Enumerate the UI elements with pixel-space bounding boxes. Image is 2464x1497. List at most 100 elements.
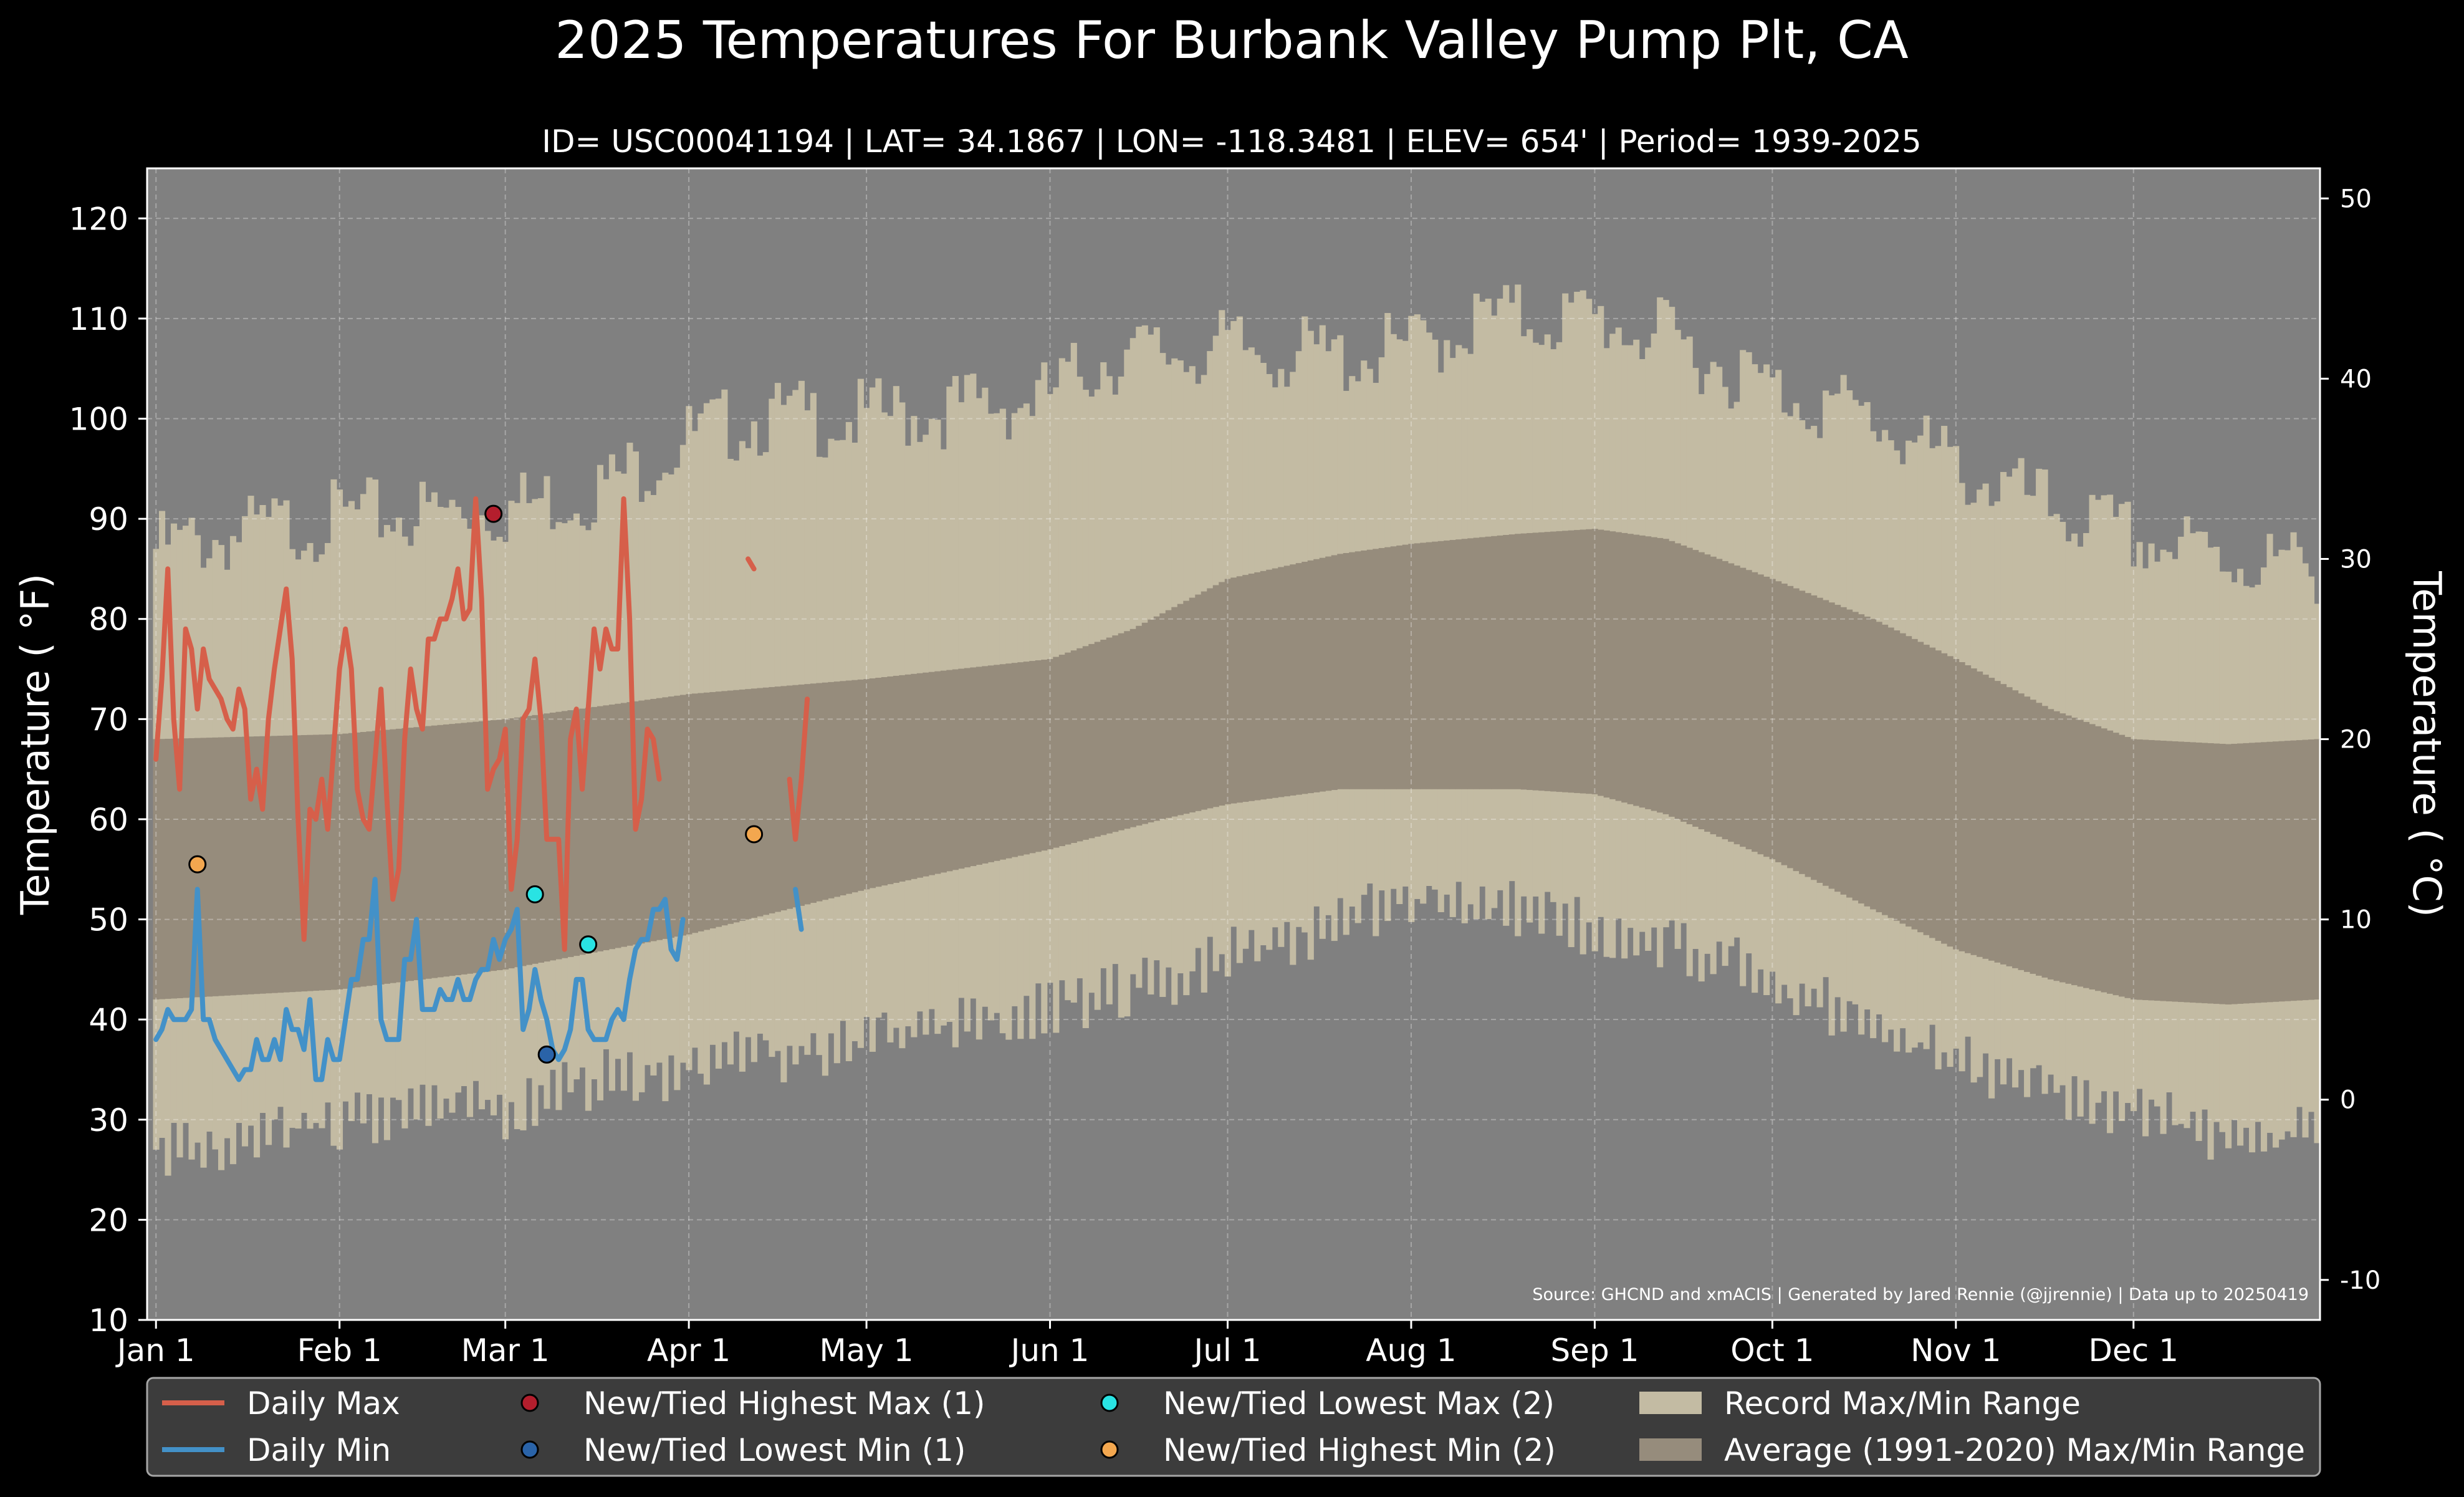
x-tick-label: Sep 1 [1550,1332,1639,1369]
normal-range-bar [715,691,722,927]
normal-range-bar [153,739,160,1000]
normal-range-bar [2136,739,2143,1000]
normal-range-bar [484,720,491,972]
normal-range-bar [324,734,332,991]
normal-range-bar [662,697,669,939]
normal-range-bar [2202,743,2208,1004]
normal-range-bar [1402,544,1409,789]
normal-range-bar [792,685,799,908]
normal-range-bar [378,730,385,984]
normal-range-bar [2231,743,2238,1004]
normal-range-bar [1574,530,1581,793]
normal-range-bar [1467,538,1474,789]
legend-swatch-dot [520,1394,539,1412]
normal-range-bar [401,728,408,982]
normal-range-bar [502,719,509,970]
normal-range-bar [1230,577,1237,804]
normal-range-bar [1224,579,1231,804]
normal-range-bar [579,708,586,955]
marker-lowest-max [525,885,544,903]
normal-range-bar [1272,568,1278,798]
normal-range-bar [1864,616,1871,907]
normal-range-bar [686,694,693,935]
normal-range-bar [1757,574,1764,855]
normal-range-bar [1970,668,1977,955]
normal-range-bar [419,726,426,980]
normal-range-bar [253,736,261,994]
normal-range-bar [1917,642,1924,933]
y-axis-left: 10 20 30 40 50 60 70 80 90 100 110 120 [69,201,147,1339]
normal-range-bar [1290,564,1297,796]
daily-min-line [153,877,686,1082]
normal-range-bar [851,680,858,893]
normal-range-bar [1580,529,1586,794]
normal-range-bar [1449,540,1456,789]
normal-range-bar [727,690,734,924]
normal-range-bar [1598,529,1604,796]
normal-range-bar [958,668,965,869]
normal-range-bar [1603,530,1610,798]
marker-highest-min [745,825,764,844]
normal-range-bar [1254,572,1261,801]
y-tick-label-left: 50 [89,902,128,938]
normal-range-bar [354,732,361,988]
normal-range-bar [2284,741,2291,1001]
normal-range-bar [472,721,479,973]
normal-range-bar [1787,585,1794,869]
normal-range-bar [1349,552,1356,789]
normal-range-bar [1035,660,1042,852]
normal-range-bar [1248,574,1255,801]
normal-range-bar [916,673,923,878]
x-tick-label: Aug 1 [1366,1332,1456,1369]
y-tick-label-left: 90 [89,501,128,537]
normal-range-bar [1935,650,1942,941]
normal-range-bar [1520,533,1527,790]
normal-range-bar [650,698,657,941]
normal-range-bar [1112,635,1119,832]
normal-range-bar [2095,726,2102,991]
normal-range-bar [348,733,355,988]
normal-range-bar [1805,593,1811,877]
legend-label: New/Tied Lowest Min (1) [583,1432,966,1468]
y-tick-label-right: 40 [2340,365,2372,393]
normal-range-bar [1633,534,1640,806]
normal-range-bar [1834,605,1841,892]
normal-range-bar [2290,740,2297,1001]
y-tick-label-right: 10 [2340,906,2372,935]
normal-range-bar [1159,613,1166,819]
legend-swatch-patch [1639,1438,1702,1461]
normal-range-bar [703,692,710,930]
normal-range-bar [567,710,574,957]
normal-range-bar [2278,741,2285,1002]
normal-range-bar [1988,678,1995,961]
y-tick-label-left: 80 [89,602,128,638]
normal-range-bar [1609,531,1616,799]
legend: Daily Max Daily Min New/Tied Highest Max (… [146,1377,2321,1477]
normal-range-bar [1923,645,1930,935]
normal-range-bar [1763,576,1770,857]
legend-box [146,1377,2321,1477]
normal-range-bar [597,706,603,951]
normal-range-bar [1692,550,1699,827]
x-tick-label: Dec 1 [2089,1332,2179,1369]
normal-range-bar [1124,631,1131,829]
normal-range-bar [1651,537,1657,811]
normal-range-bar [762,687,769,915]
normal-range-bar [1894,630,1901,921]
normal-range-bar [1887,627,1894,918]
normal-range-bar [336,734,343,989]
normal-range-bar [1260,570,1267,800]
normal-range-bar [1295,563,1302,795]
normal-range-bar [407,728,415,981]
normal-range-bar [1639,535,1646,808]
normal-range-bar [573,709,580,956]
normal-range-bar [952,669,959,870]
normal-range-bar [987,665,994,862]
normal-range-bar [1686,547,1693,824]
normal-range-bar [1171,607,1178,817]
normal-range-bar [1212,585,1219,807]
normal-range-bar [638,700,645,944]
normal-range-bar [691,693,698,933]
normal-range-bar [857,679,864,891]
normal-range-bar [1343,553,1349,789]
